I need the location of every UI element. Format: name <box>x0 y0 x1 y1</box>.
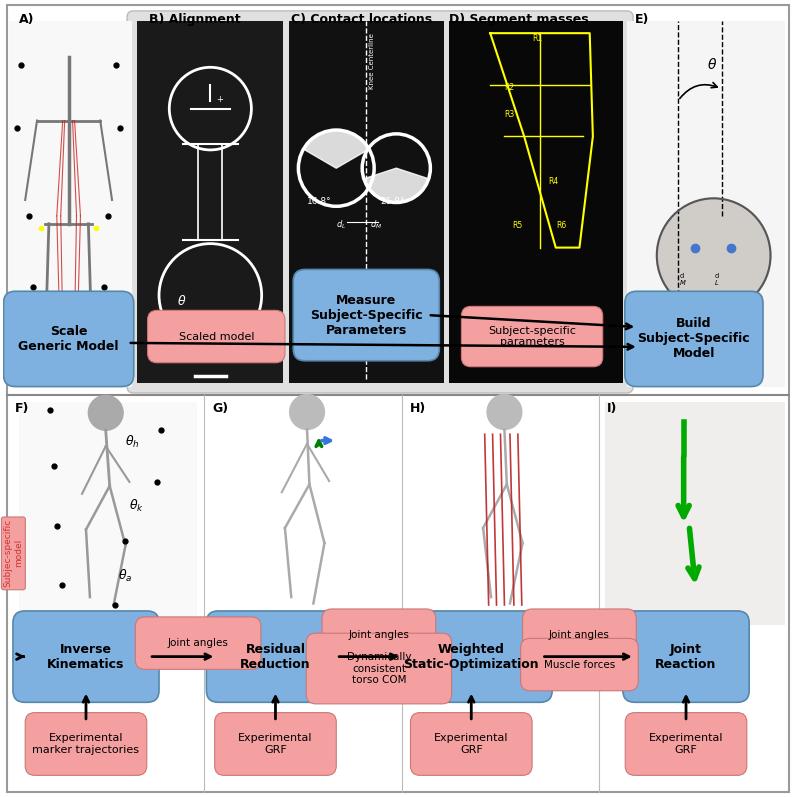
Text: I): I) <box>607 402 618 415</box>
Circle shape <box>487 395 522 430</box>
Text: $d_L$: $d_L$ <box>337 218 346 231</box>
Text: Experimental
marker trajectories: Experimental marker trajectories <box>33 733 140 755</box>
Text: +: + <box>217 96 224 104</box>
Text: Muscle forces: Muscle forces <box>544 660 615 669</box>
Text: Joint angles: Joint angles <box>349 630 410 640</box>
Text: Experimental
GRF: Experimental GRF <box>238 733 313 755</box>
FancyBboxPatch shape <box>214 713 337 775</box>
Text: G): G) <box>212 402 229 415</box>
FancyBboxPatch shape <box>25 713 147 775</box>
Text: $^{\mathregular{d}}_M$: $^{\mathregular{d}}_M$ <box>679 272 687 289</box>
Text: Dynamically
consistent
torso COM: Dynamically consistent torso COM <box>347 652 411 685</box>
Text: R6: R6 <box>556 221 566 230</box>
FancyBboxPatch shape <box>461 306 603 367</box>
Text: $d_M$: $d_M$ <box>370 218 383 231</box>
Text: Experimental
GRF: Experimental GRF <box>434 733 508 755</box>
Text: C) Contact locations: C) Contact locations <box>291 14 433 26</box>
FancyBboxPatch shape <box>289 22 444 383</box>
Text: Scale
Generic Model: Scale Generic Model <box>18 325 119 353</box>
FancyBboxPatch shape <box>605 402 784 625</box>
FancyBboxPatch shape <box>521 638 638 691</box>
Text: Subjec-specific
model: Subjec-specific model <box>4 520 23 587</box>
FancyBboxPatch shape <box>137 22 283 383</box>
Text: Scaled model: Scaled model <box>179 332 254 342</box>
FancyBboxPatch shape <box>410 713 532 775</box>
FancyBboxPatch shape <box>127 11 633 393</box>
Text: $\theta_k$: $\theta_k$ <box>129 497 145 514</box>
Text: Inverse
Kinematics: Inverse Kinematics <box>48 642 125 670</box>
FancyBboxPatch shape <box>3 291 133 387</box>
Text: Residual
Reduction: Residual Reduction <box>240 642 310 670</box>
Text: H): H) <box>410 402 426 415</box>
Text: E): E) <box>634 14 649 26</box>
FancyBboxPatch shape <box>306 633 452 704</box>
FancyBboxPatch shape <box>7 6 788 791</box>
Text: 16.8°: 16.8° <box>307 197 332 206</box>
Text: R4: R4 <box>548 177 558 186</box>
FancyBboxPatch shape <box>148 310 285 363</box>
Text: Experimental
GRF: Experimental GRF <box>649 733 723 755</box>
Text: R5: R5 <box>512 221 522 230</box>
Text: B) Alignment: B) Alignment <box>149 14 241 26</box>
FancyBboxPatch shape <box>322 609 436 662</box>
Text: R2: R2 <box>504 84 515 92</box>
Text: 21.8°: 21.8° <box>380 197 405 206</box>
FancyBboxPatch shape <box>625 291 763 387</box>
Text: Build
Subject-Specific
Model: Build Subject-Specific Model <box>638 317 750 360</box>
Text: A): A) <box>19 14 34 26</box>
FancyBboxPatch shape <box>135 617 261 669</box>
FancyBboxPatch shape <box>626 22 784 387</box>
Text: Measure
Subject-Specific
Parameters: Measure Subject-Specific Parameters <box>310 293 422 336</box>
Circle shape <box>290 395 325 430</box>
FancyBboxPatch shape <box>622 611 750 702</box>
Text: $\theta$: $\theta$ <box>177 294 187 308</box>
Polygon shape <box>303 130 369 168</box>
Text: Knee Centerline: Knee Centerline <box>369 33 376 89</box>
FancyBboxPatch shape <box>13 611 159 702</box>
Text: $\theta$: $\theta$ <box>707 57 718 72</box>
FancyBboxPatch shape <box>449 22 622 383</box>
Text: $^{\mathregular{d}}_L$: $^{\mathregular{d}}_L$ <box>714 272 719 289</box>
Text: R1: R1 <box>532 34 542 43</box>
FancyBboxPatch shape <box>293 269 439 361</box>
FancyBboxPatch shape <box>625 713 747 775</box>
Text: F): F) <box>15 402 29 415</box>
FancyBboxPatch shape <box>10 22 132 387</box>
Text: R3: R3 <box>504 109 515 119</box>
Text: $\theta_a$: $\theta_a$ <box>118 567 132 583</box>
Text: Joint
Reaction: Joint Reaction <box>655 642 717 670</box>
Polygon shape <box>364 168 429 202</box>
Text: D) Segment masses: D) Segment masses <box>449 14 589 26</box>
FancyBboxPatch shape <box>391 611 552 702</box>
Text: Subject-specific
parameters: Subject-specific parameters <box>488 326 576 347</box>
FancyBboxPatch shape <box>206 611 345 702</box>
Circle shape <box>88 395 123 430</box>
Text: $\theta_h$: $\theta_h$ <box>125 434 140 450</box>
FancyBboxPatch shape <box>522 609 636 662</box>
FancyBboxPatch shape <box>19 402 197 625</box>
Text: Joint angles: Joint angles <box>168 638 229 648</box>
Text: Weighted
Static-Optimization: Weighted Static-Optimization <box>403 642 539 670</box>
Text: Joint angles: Joint angles <box>549 630 610 640</box>
Circle shape <box>657 198 770 312</box>
